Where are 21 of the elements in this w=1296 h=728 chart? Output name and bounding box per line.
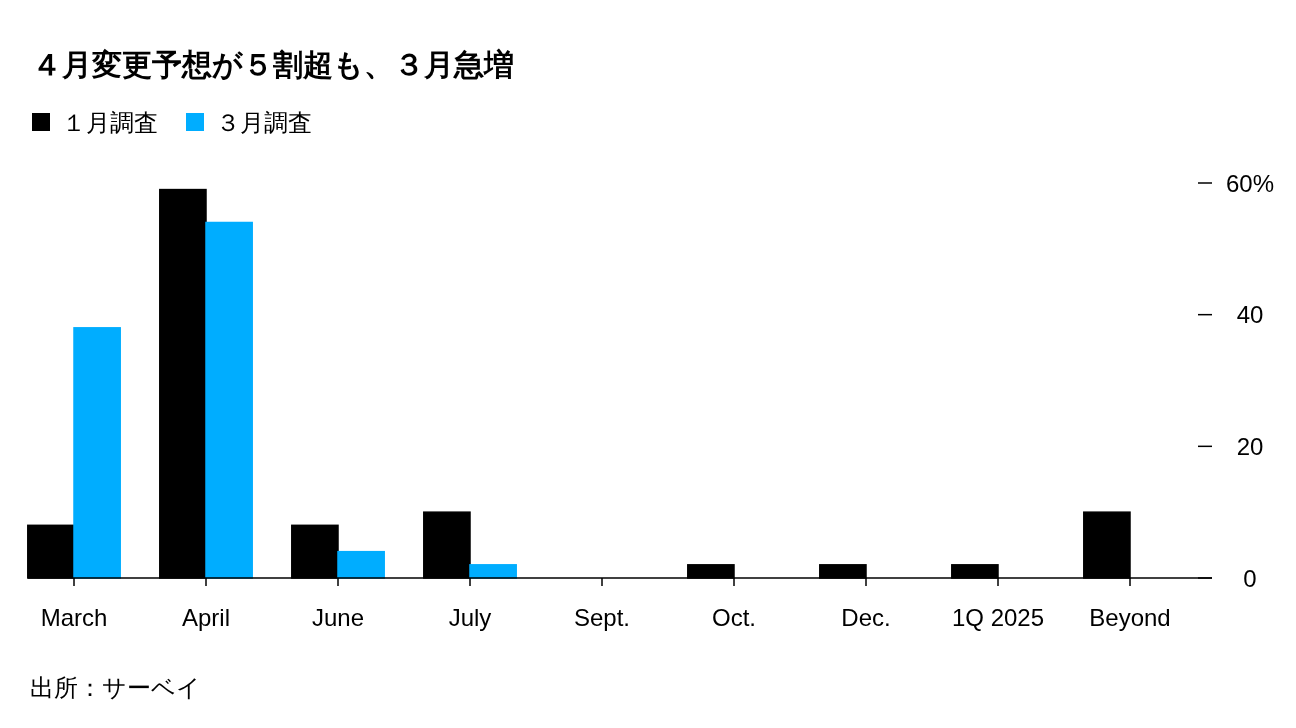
- x-tick-label: Oct.: [711, 604, 757, 631]
- text: 出所：サーベイ: [30, 674, 201, 701]
- x-tick-label: Beyond: [1089, 604, 1171, 631]
- chart-title: ４月変更予想が５割超も、３月急増: [32, 48, 514, 81]
- x-tick-label: July: [448, 604, 492, 631]
- y-tick-label: 20: [1236, 432, 1264, 460]
- y-tick-label: 0: [1243, 564, 1257, 592]
- legend-label: １月調査: [62, 109, 158, 136]
- x-tick-label: April: [181, 604, 231, 631]
- y-tick-label: 60%: [1225, 169, 1275, 197]
- bar: [205, 221, 253, 579]
- x-tick-label: June: [311, 604, 365, 631]
- legend-label: ３月調査: [216, 109, 312, 136]
- x-tick-label: 1Q 2025: [951, 604, 1045, 631]
- y-tick-label: 40: [1236, 301, 1264, 329]
- x-tick-label: Sept.: [573, 604, 631, 631]
- x-tick-label: Dec.: [841, 604, 891, 631]
- x-tick-label: March: [40, 604, 108, 631]
- bar: [469, 564, 517, 579]
- bar: [73, 327, 121, 579]
- bar: [337, 550, 385, 579]
